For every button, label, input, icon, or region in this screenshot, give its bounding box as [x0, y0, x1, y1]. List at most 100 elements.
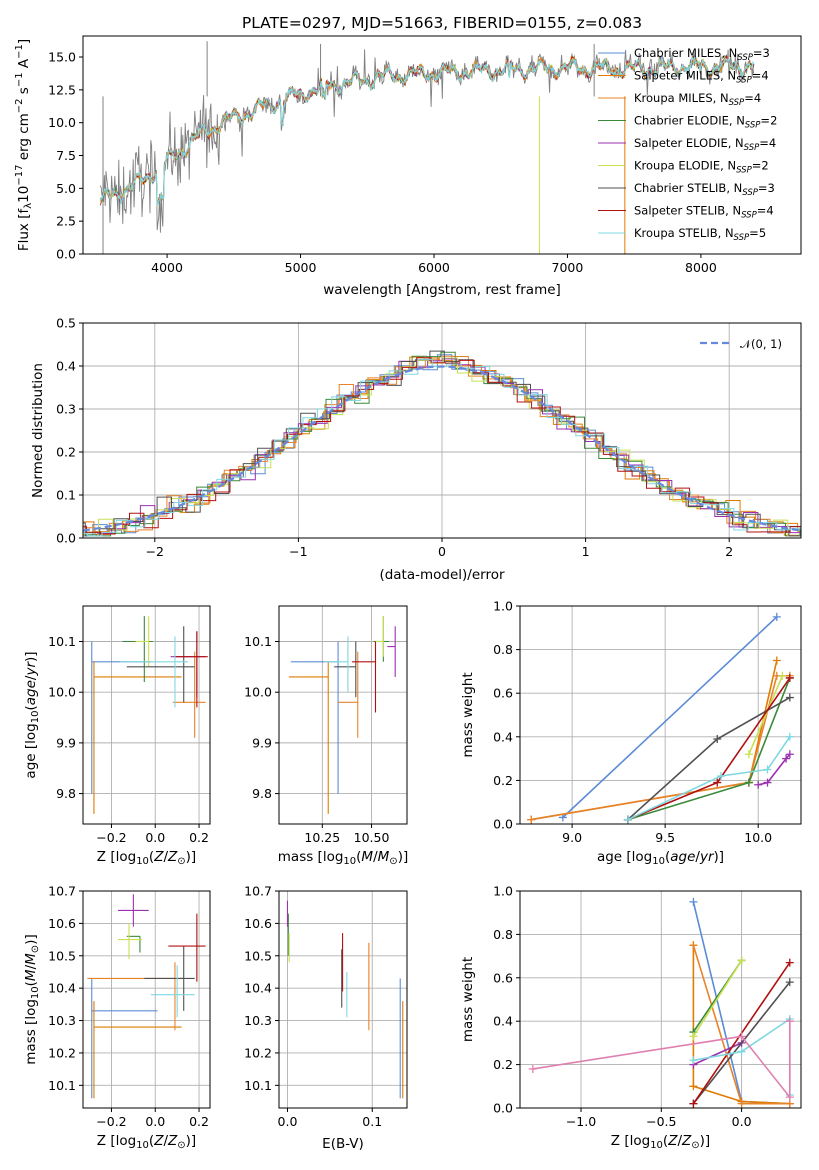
- age-vs-mass-xtick-label: 10.25: [304, 830, 340, 845]
- weight-point: [689, 1082, 698, 1091]
- weight-vs-age-xtick-label: 9.5: [655, 830, 675, 845]
- weight-vs-age-xtick-label: 10.0: [744, 830, 772, 845]
- weight-point: [689, 1099, 698, 1108]
- residuals-ytick-label: 0.3: [56, 402, 76, 417]
- mass-vs-Z-frame: [82, 890, 211, 1109]
- mass-vs-EBV-ytick-label: 10.2: [244, 1045, 272, 1060]
- legend-label: Chabrier STELIB, NSSP=3: [634, 181, 775, 198]
- weight-vs-age-ytick-label: 0.2: [493, 773, 513, 788]
- residuals-ytick-label: 0.1: [56, 488, 76, 503]
- weight-line-5: [693, 1042, 742, 1066]
- weight-point: [785, 750, 794, 759]
- age-vs-Z-ytick-label: 10.1: [48, 634, 76, 649]
- weight-vs-Z-ytick-label: 0.0: [493, 1101, 513, 1116]
- weight-point: [772, 656, 781, 665]
- mass-vs-EBV-xtick-label: 0.0: [278, 1114, 298, 1129]
- spectrum-xtick-label: 4000: [151, 260, 183, 275]
- weight-vs-Z-ylabel: mass weight: [460, 957, 476, 1042]
- age-vs-Z-xtick-label: 0.0: [145, 830, 165, 845]
- weight-point: [689, 1032, 698, 1041]
- weight-vs-Z-ytick-label: 0.6: [493, 970, 513, 985]
- mass-vs-Z-xtick-label: 0.0: [145, 1114, 165, 1129]
- weight-point: [689, 1056, 698, 1065]
- weight-line-6: [748, 675, 784, 755]
- weight-vs-Z-xtick-label: −0.5: [646, 1114, 676, 1129]
- residuals-xtick-label: 1: [582, 544, 590, 559]
- mass-vs-EBV-ytick-label: 10.3: [244, 1013, 272, 1028]
- legend-label: Kroupa ELODIE, NSSP=2: [634, 159, 769, 176]
- histogram-8: [83, 357, 801, 535]
- legend-label: Salpeter STELIB, NSSP=4: [634, 204, 774, 221]
- weight-vs-Z-ytick-label: 0.2: [493, 1057, 513, 1072]
- legend-label: Kroupa STELIB, NSSP=5: [634, 226, 766, 243]
- age-vs-Z-points: [91, 616, 208, 814]
- spectrum-ytick-label: 15.0: [48, 50, 76, 65]
- mass-vs-EBV-ytick-label: 10.6: [244, 916, 272, 931]
- age-vs-Z-ytick-label: 9.8: [56, 786, 76, 801]
- observed-spectrum-line: [99, 49, 755, 233]
- legend-label: Kroupa MILES, NSSP=4: [634, 91, 761, 108]
- weight-point: [689, 941, 698, 950]
- spectrum-ytick-label: 7.5: [56, 148, 76, 163]
- mass-vs-EBV-ytick-label: 10.5: [244, 948, 272, 963]
- age-vs-mass-ytick-label: 10.0: [244, 685, 272, 700]
- histogram-5: [83, 358, 801, 537]
- residuals-ytick-label: 0.5: [56, 316, 76, 331]
- weight-vs-age-frame: [519, 605, 802, 825]
- weight-vs-age-ytick-label: 0.0: [493, 817, 513, 832]
- weight-point: [785, 1017, 794, 1026]
- age-vs-mass-ytick-label: 9.8: [252, 786, 272, 801]
- mass-vs-Z-ytick-label: 10.1: [48, 1078, 76, 1093]
- age-vs-mass-ytick-label: 9.9: [252, 735, 272, 750]
- weight-point: [527, 815, 536, 824]
- legend-normal-label: 𝒩(0, 1): [740, 337, 782, 351]
- age-vs-mass-frame: [278, 605, 408, 825]
- mass-vs-Z-ytick-label: 10.4: [48, 981, 76, 996]
- weight-point: [763, 765, 772, 774]
- mass-vs-EBV-ytick-label: 10.7: [244, 884, 272, 899]
- weight-point: [772, 612, 781, 621]
- histograms: [83, 350, 801, 537]
- weight-vs-age-xtick-label: 9.0: [562, 830, 582, 845]
- weight-point: [737, 1099, 746, 1108]
- spectrum-xtick-label: 6000: [418, 260, 450, 275]
- weight-point: [744, 750, 753, 759]
- mass-vs-Z-ytick-label: 10.7: [48, 884, 76, 899]
- weight-line-10: [532, 1021, 791, 1100]
- age-vs-Z-xtick-label: 0.2: [189, 830, 209, 845]
- residuals-ylabel: Normed distribution: [30, 363, 46, 498]
- mass-vs-EBV-xlabel: E(B-V): [322, 1136, 364, 1152]
- mass-vs-Z-ytick-label: 10.6: [48, 916, 76, 931]
- weight-line-9: [627, 736, 791, 821]
- age-vs-Z-xtick-label: −0.2: [96, 830, 126, 845]
- weight-vs-Z-series: [528, 897, 794, 1108]
- spectrum-plot: [99, 41, 755, 254]
- age-vs-Z-xlabel: Z [log10(Z/Z⊙)]: [97, 849, 196, 867]
- residuals-ytick-label: 0.2: [56, 445, 76, 460]
- weight-point: [778, 671, 787, 680]
- residuals-xtick-label: 0: [438, 544, 446, 559]
- weight-line-5: [758, 753, 791, 786]
- model-spectrum-line: [99, 55, 755, 206]
- spectrum-frame: [82, 35, 802, 255]
- weight-point: [744, 778, 753, 787]
- weight-vs-Z-ytick-label: 0.8: [493, 927, 513, 942]
- weight-vs-age-ylabel: mass weight: [460, 672, 476, 757]
- age-vs-Z-ylabel: age [log10(age/yr)]: [23, 651, 41, 778]
- spectrum-ytick-label: 12.5: [48, 82, 76, 97]
- weight-point: [528, 1064, 537, 1073]
- spectrum-ytick-label: 2.5: [56, 214, 76, 229]
- spectrum-ytick-label: 5.0: [56, 181, 76, 196]
- mass-vs-Z-xtick-label: 0.2: [189, 1114, 209, 1129]
- weight-point: [785, 732, 794, 741]
- weight-point: [737, 1047, 746, 1056]
- weight-point: [754, 780, 763, 789]
- mass-vs-EBV-points: [286, 900, 404, 1099]
- mass-vs-Z-xlabel: Z [log10(Z/Z⊙)]: [97, 1133, 196, 1151]
- weight-point: [713, 734, 722, 743]
- residuals-xlabel: (data-model)/error: [379, 567, 505, 583]
- age-vs-Z-ytick-label: 10.0: [48, 685, 76, 700]
- weight-point: [623, 815, 632, 824]
- mass-vs-Z-ytick-label: 10.2: [48, 1045, 76, 1060]
